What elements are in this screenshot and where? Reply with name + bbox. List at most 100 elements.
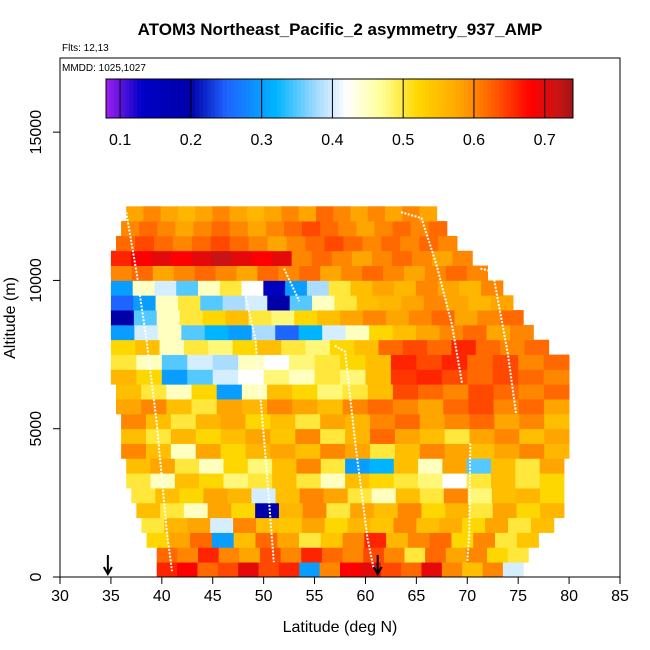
colorbar-segment	[343, 79, 348, 118]
colorbar-segment	[269, 79, 274, 118]
colorbar-segment	[549, 79, 555, 118]
heatmap-cell	[187, 517, 211, 533]
heatmap-cell	[179, 488, 204, 504]
heatmap-cell	[177, 295, 201, 311]
heatmap-cell	[427, 339, 452, 355]
colorbar-segment	[277, 79, 282, 118]
colorbar-segment	[440, 79, 446, 118]
colorbar-segment	[335, 79, 340, 118]
heatmap-cell	[393, 517, 417, 533]
heatmap-cell	[373, 502, 399, 519]
heatmap-cell	[493, 384, 520, 400]
heatmap-cell	[191, 235, 212, 252]
heatmap-cell	[362, 310, 387, 326]
colorbar-segment	[191, 79, 197, 118]
heatmap-cell	[369, 324, 393, 341]
colorbar-segment	[327, 79, 333, 118]
colorbar-segment	[475, 79, 481, 118]
heatmap-cell	[210, 235, 231, 252]
heatmap-cell	[320, 428, 346, 444]
colorbar-segment	[222, 79, 228, 118]
heatmap-cell	[295, 428, 321, 444]
heatmap-cell	[350, 280, 373, 296]
heatmap-cell	[439, 517, 463, 533]
heatmap-cell	[145, 428, 172, 444]
heatmap-cell	[152, 265, 175, 281]
heatmap-cell	[466, 265, 489, 281]
heatmap-cell	[469, 413, 495, 430]
heatmap-cell	[177, 206, 196, 222]
heatmap-cell	[345, 324, 370, 341]
heatmap-cell	[191, 250, 212, 266]
heatmap-cell	[317, 399, 343, 415]
x-tick-label: 75	[509, 588, 527, 605]
heatmap-cell	[251, 250, 272, 266]
heatmap-cell	[270, 428, 296, 444]
heatmap-cell	[171, 250, 192, 266]
heatmap-cell	[110, 295, 134, 311]
x-tick-label: 70	[458, 588, 476, 605]
heatmap-cell	[110, 280, 134, 296]
heatmap-cell	[515, 488, 541, 504]
heatmap-cell	[289, 295, 313, 311]
heatmap-cell	[220, 443, 246, 459]
heatmap-cell	[312, 295, 335, 311]
colorbar-segment	[456, 79, 461, 118]
heatmap-cell	[500, 339, 525, 355]
heatmap-cell	[439, 324, 464, 341]
heatmap-cell	[146, 532, 169, 548]
heatmap-cell	[233, 517, 257, 533]
heatmap-cell	[418, 458, 443, 474]
colorbar-segment	[499, 79, 504, 118]
colorbar-segment	[242, 79, 247, 118]
heatmap-cell	[155, 295, 179, 311]
heatmap-cell	[367, 384, 394, 400]
heatmap-cell	[345, 413, 371, 430]
heatmap-cell	[466, 458, 492, 474]
colorbar-segment	[421, 79, 426, 118]
heatmap-cell	[473, 532, 496, 548]
heatmap-cell	[220, 413, 246, 430]
heatmap-cell	[241, 384, 268, 400]
heatmap-cell	[369, 413, 396, 430]
x-axis-label: Latitude (deg N)	[283, 619, 398, 636]
heatmap-cell	[277, 532, 300, 548]
heatmap-cell	[245, 413, 271, 430]
heatmap-cell	[340, 562, 361, 578]
heatmap-cell	[154, 280, 177, 296]
heatmap-cell	[342, 399, 369, 415]
heatmap-cell	[416, 369, 443, 385]
heatmap-cell	[176, 280, 199, 296]
heatmap-cell	[369, 428, 396, 444]
heatmap-cell	[492, 354, 519, 370]
heatmap-cell	[490, 295, 514, 311]
heatmap-cell	[345, 428, 371, 444]
colorbar-segment	[323, 79, 329, 118]
heatmap-cell	[334, 295, 358, 311]
heatmap-cell	[267, 399, 293, 415]
heatmap-cell	[241, 280, 264, 296]
heatmap-cell	[295, 413, 321, 430]
heatmap-cell	[392, 221, 412, 237]
heatmap-cell	[151, 250, 172, 266]
heatmap-cell	[518, 369, 545, 385]
heatmap-cell	[263, 354, 290, 370]
heatmap-cell	[519, 413, 545, 430]
heatmap-cell	[170, 413, 197, 430]
colorbar-segment	[347, 79, 352, 118]
heatmap-cell	[402, 339, 428, 355]
colorbar-segment	[526, 79, 531, 118]
heatmap-cell	[223, 458, 249, 474]
heatmap-cell	[296, 458, 322, 474]
colorbar-segment	[164, 79, 169, 118]
heatmap-cell	[451, 339, 477, 355]
heatmap-cell	[392, 324, 417, 341]
heatmap-cell	[462, 517, 486, 533]
heatmap-cell	[468, 384, 494, 400]
heatmap-cell	[208, 339, 233, 355]
heatmap-cell	[378, 339, 404, 355]
heatmap-cell	[467, 354, 494, 370]
heatmap-cell	[407, 532, 431, 548]
heatmap-cell	[155, 488, 180, 504]
colorbar-segment	[207, 79, 212, 118]
